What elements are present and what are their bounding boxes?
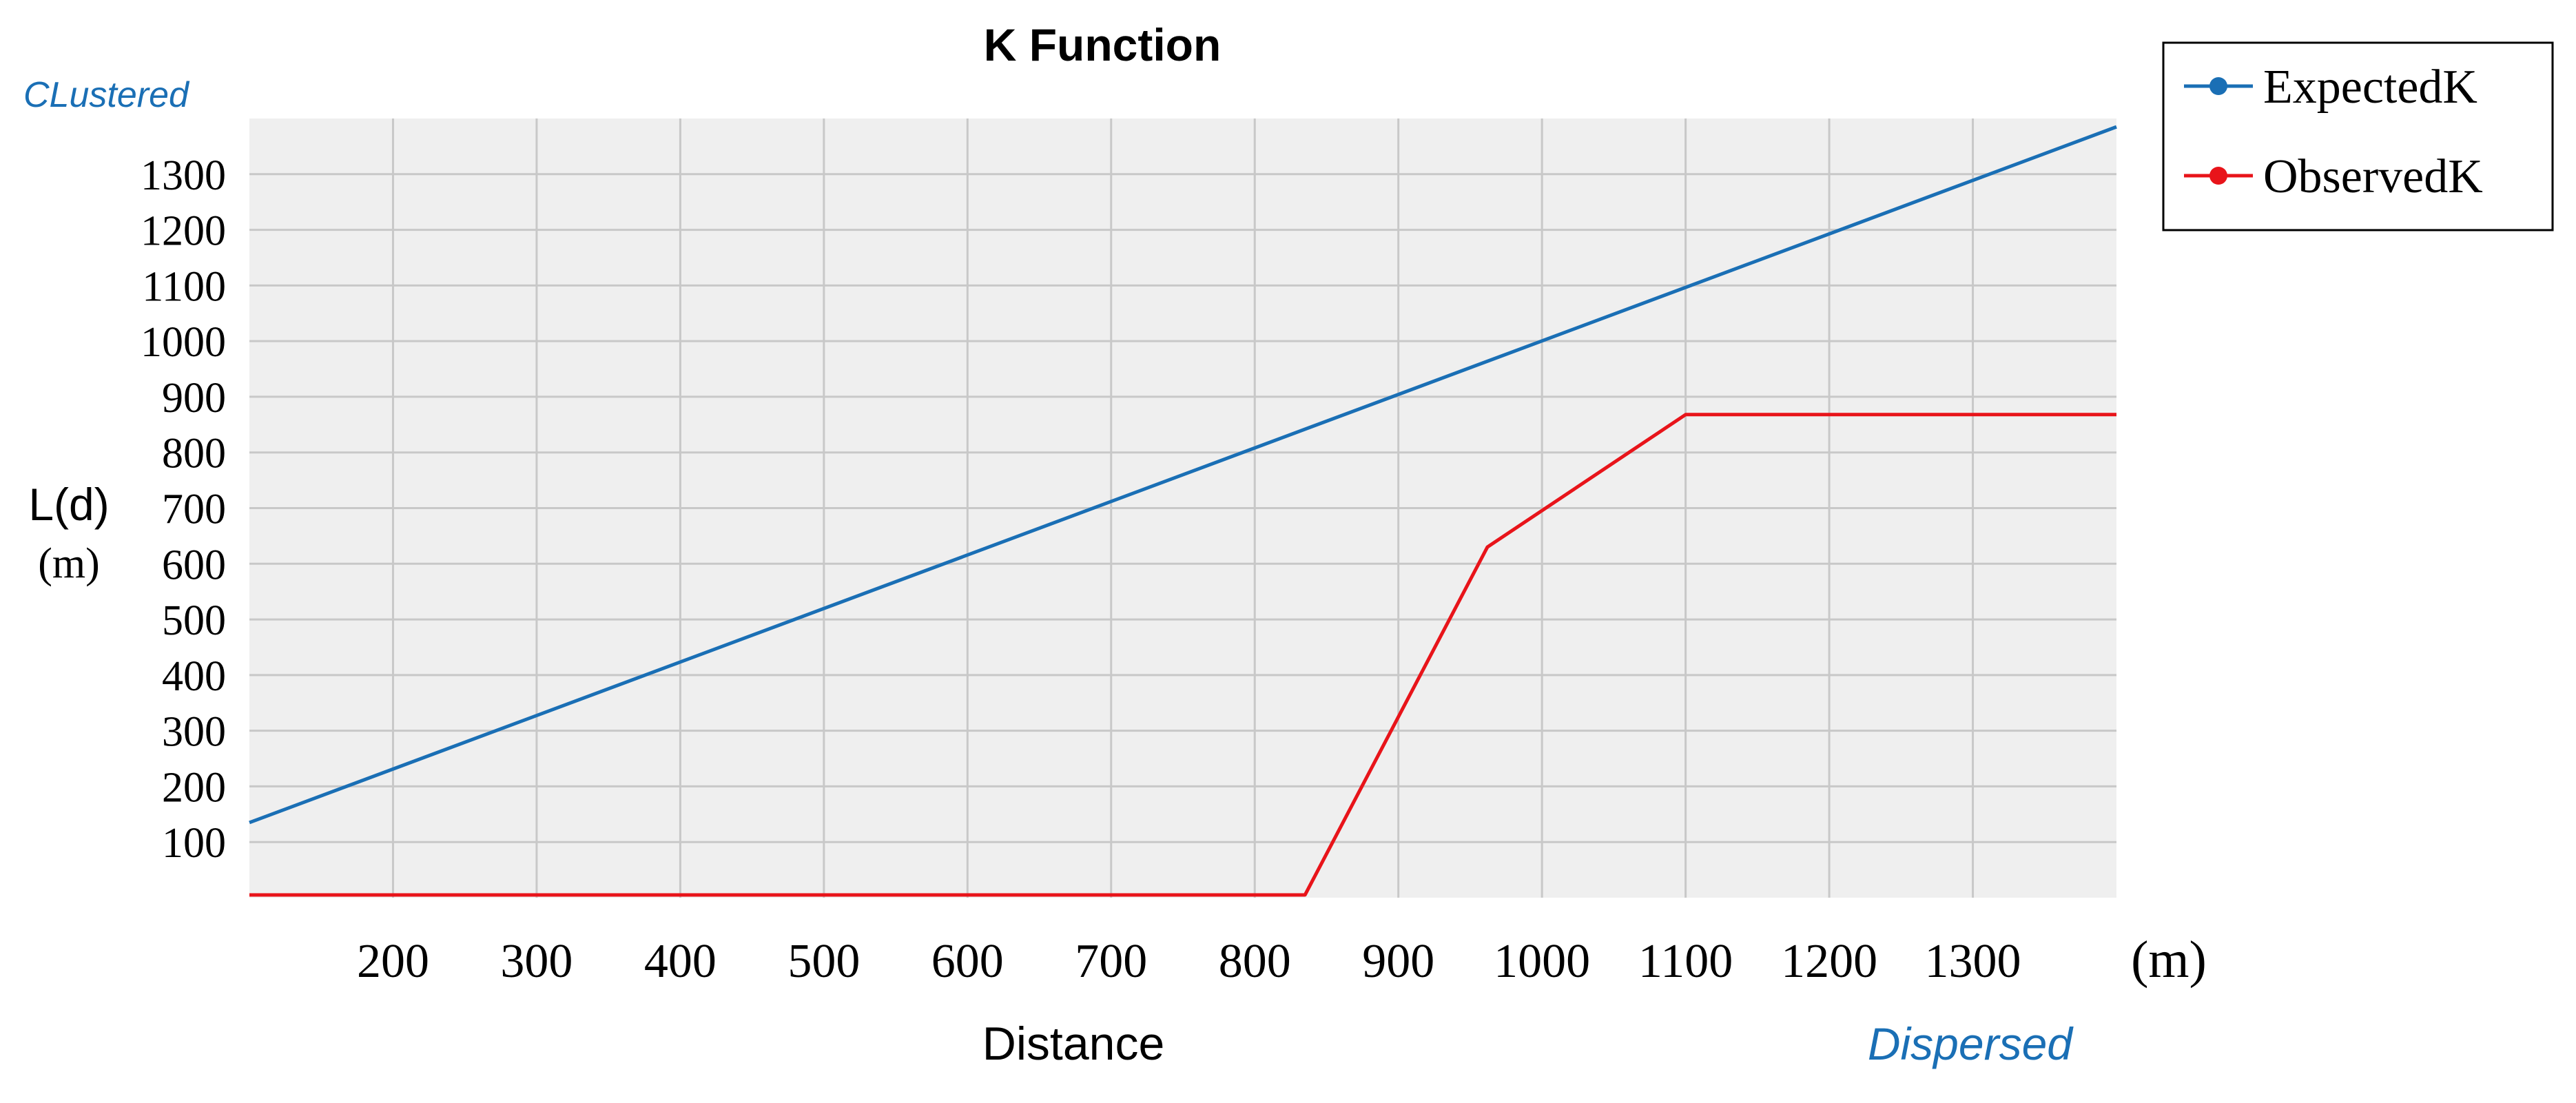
legend: ExpectedK ObservedK (2162, 41, 2554, 231)
legend-marker (2209, 167, 2227, 185)
x-tick-label: 200 (357, 935, 429, 988)
series-lines (249, 125, 2117, 897)
y-axis-label: L(d) (28, 479, 109, 530)
x-tick-label: 500 (787, 935, 860, 988)
x-tick-label: 600 (931, 935, 1004, 988)
x-tick-label: 1000 (1494, 935, 1590, 988)
legend-entry-label: ObservedK (2263, 150, 2483, 203)
x-tick-labels: 200 300 400 500 600 700 800 900 1000 1100 1200 1300 (357, 935, 2021, 988)
y-tick-label: 1100 (142, 263, 226, 310)
y-tick-label: 900 (162, 375, 226, 422)
y-tick-label: 1000 (141, 319, 226, 366)
y-tick-label: 300 (162, 709, 226, 756)
x-tick-label: 700 (1075, 935, 1147, 988)
y-tick-label: 1200 (141, 208, 226, 255)
x-tick-label: 1100 (1638, 935, 1733, 988)
x-tick-label: 300 (500, 935, 573, 988)
legend-entry-label: ExpectedK (2263, 61, 2477, 114)
chart-title: K Function (984, 19, 1222, 70)
x-tick-label: 400 (644, 935, 717, 988)
legend-box (2162, 41, 2554, 231)
y-tick-label: 1300 (141, 152, 226, 199)
y-tick-label: 500 (162, 597, 226, 644)
x-tick-label: 900 (1362, 935, 1434, 988)
y-tick-label: 600 (162, 542, 226, 588)
x-tick-label: 800 (1219, 935, 1291, 988)
series-line-observedk (249, 413, 2116, 897)
dispersed-annotation: Dispersed (1868, 1018, 2074, 1069)
clustered-annotation: CLustered (23, 75, 190, 115)
x-tick-label: 1300 (1925, 935, 2021, 988)
y-tick-labels: 100 200 300 400 500 600 700 800 900 1000 1100 1200 1… (141, 152, 226, 867)
y-axis-unit: (m) (38, 540, 100, 587)
series-line-expectedk (249, 125, 2117, 825)
y-tick-label: 200 (162, 764, 226, 811)
legend-marker (2209, 77, 2227, 95)
y-tick-label: 400 (162, 653, 226, 700)
grid-lines (249, 118, 2116, 898)
x-tick-label: 1200 (1781, 935, 1877, 988)
y-tick-label: 800 (162, 431, 226, 477)
x-axis-label: Distance (982, 1018, 1165, 1070)
y-tick-label: 700 (162, 486, 226, 533)
x-axis-unit: (m) (2131, 931, 2207, 989)
y-tick-label: 100 (162, 820, 226, 867)
